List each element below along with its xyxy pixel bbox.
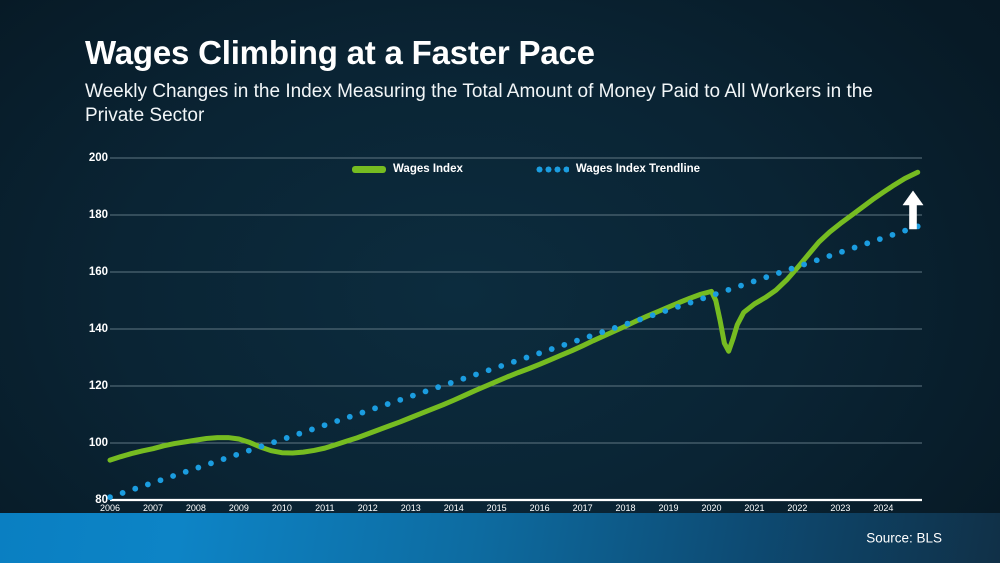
- x-axis-tick-label: 2007: [142, 503, 163, 513]
- y-axis-tick-label: 160: [88, 266, 108, 278]
- x-axis-tick-label: 2024: [873, 503, 894, 513]
- y-axis-tick-label: 180: [88, 209, 108, 221]
- x-axis-tick-label: 2016: [529, 503, 550, 513]
- header: Wages Climbing at a Faster Pace Weekly C…: [85, 33, 915, 128]
- footer-bar: Source: BLS: [0, 513, 1000, 563]
- y-axis-tick-label: 120: [88, 380, 108, 392]
- x-axis-tick-label: 2011: [315, 503, 335, 513]
- x-axis-tick-label: 2021: [744, 503, 765, 513]
- x-axis-tick-label: 2014: [443, 503, 464, 513]
- x-axis-tick-label: 2009: [228, 503, 249, 513]
- x-axis-tick-label: 2019: [658, 503, 679, 513]
- x-axis-tick-label: 2012: [357, 503, 378, 513]
- page-title: Wages Climbing at a Faster Pace: [85, 34, 595, 71]
- series-line-wages-index: [107, 169, 921, 463]
- x-axis-tick-label: 2023: [830, 503, 851, 513]
- y-axis-tick-label: 100: [88, 437, 108, 449]
- x-axis-tick-label: 2015: [486, 503, 507, 513]
- x-axis-tick-label: 2010: [271, 503, 292, 513]
- y-axis-tick-label: 80: [95, 494, 108, 506]
- y-axis-tick-label: 200: [88, 152, 108, 164]
- y-axis-labels: 80 100 120 140 160 180 200: [60, 145, 108, 520]
- source-label: Source: BLS: [866, 530, 942, 546]
- x-axis-tick-label: 2008: [185, 503, 206, 513]
- legend-label-wages-index: Wages Index: [393, 163, 463, 175]
- legend-swatch-dotted-line-icon: [534, 165, 569, 173]
- x-axis-tick-label: 2022: [787, 503, 808, 513]
- x-axis-tick-label: 2013: [400, 503, 421, 513]
- series-line-trendline: [107, 223, 921, 501]
- x-axis-tick-label: 2020: [701, 503, 722, 513]
- chart-legend: Wages Index Wages Index Trendline: [352, 163, 700, 175]
- x-axis-tick-label: 2017: [572, 503, 593, 513]
- legend-swatch-solid-line-icon: [352, 165, 386, 173]
- line-chart-plot: [107, 157, 922, 502]
- up-arrow-icon: [902, 190, 924, 230]
- legend-item-wages-index-trendline: Wages Index Trendline: [534, 163, 701, 175]
- chart-area: [0, 145, 1000, 520]
- page-subtitle: Weekly Changes in the Index Measuring th…: [85, 81, 873, 126]
- legend-item-wages-index: Wages Index: [352, 163, 463, 175]
- legend-label-wages-index-trendline: Wages Index Trendline: [575, 163, 701, 175]
- x-axis-tick-label: 2018: [615, 503, 636, 513]
- x-axis-labels: 2006 2007 2008 2009 2010 2011 2012 2013 2014 2015…: [0, 500, 1000, 522]
- y-axis-tick-label: 140: [88, 323, 108, 335]
- x-axis-tick-label: 2006: [99, 503, 121, 513]
